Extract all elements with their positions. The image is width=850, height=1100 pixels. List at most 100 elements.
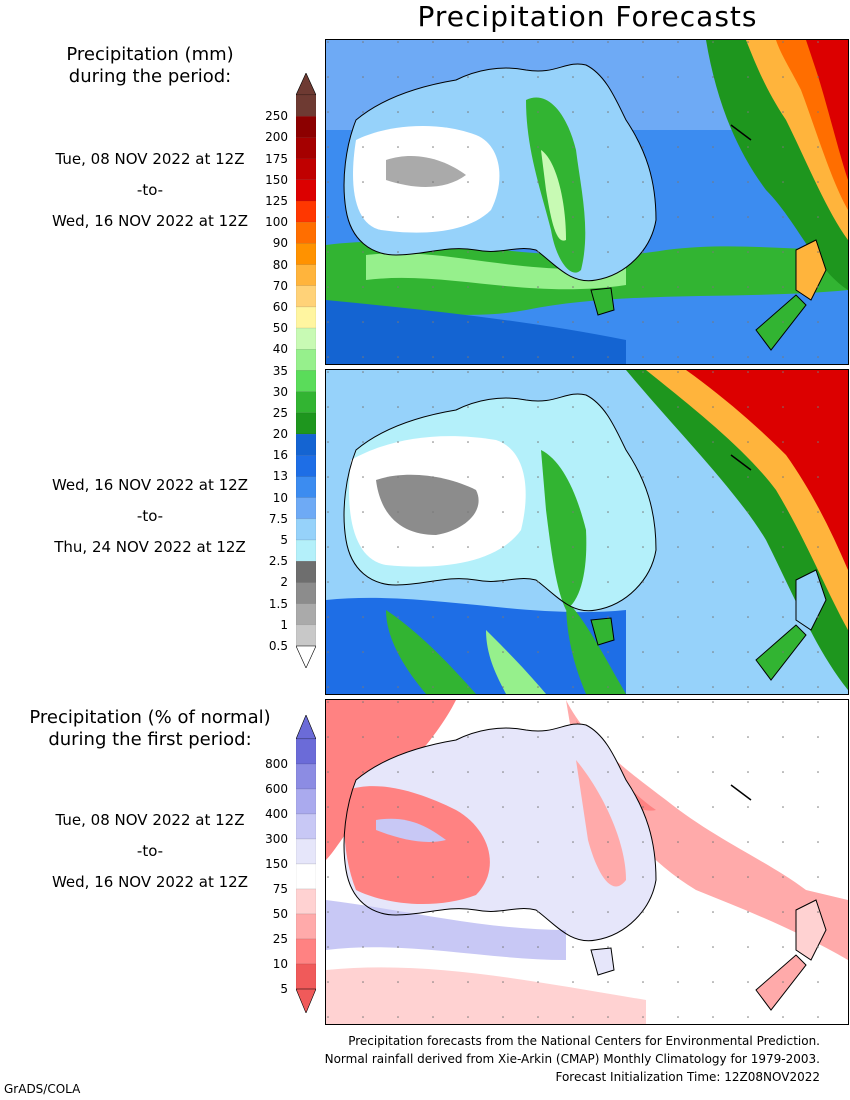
- amount-colorbar-label: 10: [272, 490, 288, 505]
- amount-colorbar-label: 1: [280, 617, 288, 632]
- period-2-to: -to-: [136, 507, 164, 525]
- period-1-end: Wed, 16 NOV 2022 at 12Z: [51, 212, 249, 230]
- amount-swatch: [296, 412, 316, 435]
- period-3-to: -to-: [136, 842, 164, 860]
- footer-line-2: Normal rainfall derived from Xie-Arkin (…: [324, 1052, 820, 1066]
- amount-colorbar-label: 20: [272, 427, 288, 442]
- amount-swatch: [296, 179, 316, 202]
- amount-swatch: [296, 497, 316, 520]
- amount-colorbar-svg: [296, 73, 316, 668]
- amount-swatch: [296, 476, 316, 498]
- period-2-text: Wed, 16 NOV 2022 at 12Z -to- Thu, 24 NOV…: [0, 470, 300, 563]
- map-panel-period-1: [325, 39, 849, 365]
- percent-top-arrow: [296, 715, 316, 740]
- amount-swatch: [296, 264, 316, 286]
- amount-colorbar-label: 2.5: [268, 554, 288, 569]
- percent-colorbar: [296, 715, 316, 1013]
- amount-swatch: [296, 391, 316, 414]
- amount-colorbar-label: 0.5: [268, 639, 288, 653]
- amount-colorbar-label: 30: [272, 384, 288, 399]
- amount-swatch: [296, 560, 316, 583]
- amount-colorbar-label: 80: [272, 257, 288, 272]
- amount-colorbar: [296, 73, 316, 668]
- percent-colorbar-label: 50: [272, 907, 288, 921]
- percent-colorbar-label: 800: [265, 757, 288, 771]
- period-1-to: -to-: [136, 181, 164, 199]
- amount-colorbar-label: 125: [265, 193, 288, 208]
- percent-swatch: [296, 838, 316, 865]
- amount-colorbar-label: 5: [280, 533, 288, 548]
- percent-swatch: [296, 763, 316, 790]
- period-2-start: Wed, 16 NOV 2022 at 12Z: [51, 476, 249, 494]
- amount-swatch: [296, 582, 316, 604]
- percent-bottom-arrow: [296, 988, 316, 1013]
- amount-swatch: [296, 539, 316, 562]
- percent-legend-heading-line1: Precipitation (% of normal): [29, 707, 271, 728]
- percent-colorbar-label: 5: [280, 982, 288, 996]
- period-3-end: Wed, 16 NOV 2022 at 12Z: [51, 873, 249, 891]
- amount-swatch: [296, 433, 316, 456]
- percent-colorbar-label: 300: [265, 832, 288, 846]
- percent-colorbar-label: 150: [265, 857, 288, 871]
- page-title: Precipitation Forecasts: [417, 0, 758, 33]
- percent-colorbar-label: 75: [272, 882, 288, 896]
- period-1-text: Tue, 08 NOV 2022 at 12Z -to- Wed, 16 NOV…: [0, 144, 300, 237]
- period-3-start: Tue, 08 NOV 2022 at 12Z: [55, 811, 245, 829]
- amount-swatch: [296, 370, 316, 392]
- amount-swatch: [296, 349, 316, 371]
- grads-credit: GrADS/COLA: [4, 1082, 81, 1096]
- grid-dots: [326, 370, 848, 694]
- period-3-text: Tue, 08 NOV 2022 at 12Z -to- Wed, 16 NOV…: [0, 805, 300, 898]
- amount-colorbar-label: 50: [272, 321, 288, 336]
- percent-swatch: [296, 788, 316, 815]
- percent-legend-heading: Precipitation (% of normal) during the f…: [0, 707, 300, 751]
- percent-swatch: [296, 738, 316, 765]
- amount-swatch: [296, 306, 316, 329]
- percent-swatch: [296, 938, 316, 965]
- amount-top-arrow: [296, 73, 316, 96]
- amount-legend-heading-line1: Precipitation (mm): [66, 44, 234, 65]
- amount-colorbar-label: 40: [272, 342, 288, 357]
- amount-colorbar-label: 1.5: [268, 596, 288, 611]
- amount-colorbar-label: 175: [265, 151, 288, 166]
- amount-bottom-arrow: [296, 645, 316, 668]
- percent-colorbar-label: 400: [265, 807, 288, 821]
- grid-dots: [326, 700, 848, 1024]
- period-1-start: Tue, 08 NOV 2022 at 12Z: [55, 150, 245, 168]
- amount-legend-heading-line2: during the period:: [68, 66, 232, 87]
- amount-swatch: [296, 327, 316, 350]
- amount-colorbar-label: 13: [272, 469, 288, 484]
- amount-swatch: [296, 243, 316, 265]
- percent-colorbar-label: 25: [272, 932, 288, 946]
- amount-colorbar-label: 16: [272, 448, 288, 463]
- percent-swatch: [296, 888, 316, 915]
- amount-colorbar-label: 90: [272, 236, 288, 251]
- amount-colorbar-label: 2: [280, 575, 288, 590]
- amount-colorbar-label: 7.5: [268, 511, 288, 526]
- amount-swatch: [296, 137, 316, 159]
- percent-swatch: [296, 813, 316, 840]
- amount-swatch: [296, 455, 316, 477]
- amount-swatch: [296, 603, 316, 626]
- amount-colorbar-label: 250: [265, 109, 288, 124]
- precip-map-1: [326, 40, 848, 364]
- map-panel-period-2: [325, 369, 849, 695]
- precip-map-2: [326, 370, 848, 694]
- amount-swatch: [296, 285, 316, 308]
- percent-swatch: [296, 913, 316, 940]
- percent-colorbar-label: 10: [272, 957, 288, 971]
- amount-colorbar-label: 25: [272, 405, 288, 420]
- percent-colorbar-label: 600: [265, 782, 288, 796]
- amount-swatch: [296, 518, 316, 541]
- amount-swatch: [296, 94, 316, 117]
- amount-swatch: [296, 624, 316, 647]
- amount-legend-heading: Precipitation (mm) during the period:: [0, 44, 300, 88]
- amount-swatch: [296, 158, 316, 181]
- percent-swatch: [296, 963, 316, 990]
- amount-swatch: [296, 221, 316, 244]
- grid-dots: [326, 40, 848, 364]
- footer-line-1: Precipitation forecasts from the Nationa…: [348, 1034, 820, 1048]
- amount-colorbar-label: 150: [265, 172, 288, 187]
- percent-map: [326, 700, 848, 1024]
- amount-swatch: [296, 200, 316, 223]
